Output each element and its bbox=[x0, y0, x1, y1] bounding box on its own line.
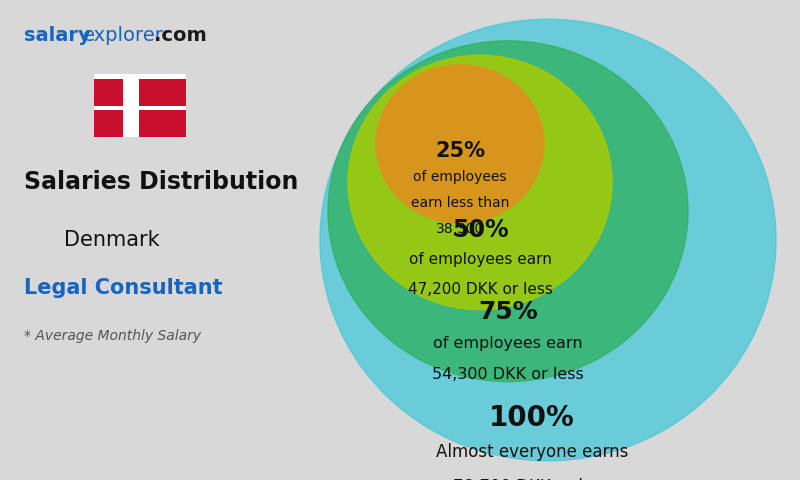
Text: 54,300 DKK or less: 54,300 DKK or less bbox=[432, 367, 584, 382]
Text: salary: salary bbox=[24, 26, 90, 46]
Ellipse shape bbox=[376, 65, 544, 223]
Text: 38,300: 38,300 bbox=[436, 222, 484, 236]
Text: .com: .com bbox=[154, 26, 206, 46]
FancyBboxPatch shape bbox=[139, 110, 186, 137]
Text: of employees earn: of employees earn bbox=[409, 252, 551, 267]
Text: explorer: explorer bbox=[82, 26, 163, 46]
FancyBboxPatch shape bbox=[94, 110, 123, 137]
Text: earn less than: earn less than bbox=[411, 196, 509, 210]
Text: 100%: 100% bbox=[489, 404, 575, 432]
FancyBboxPatch shape bbox=[94, 79, 123, 106]
Text: Denmark: Denmark bbox=[64, 230, 160, 250]
Ellipse shape bbox=[320, 19, 776, 461]
Ellipse shape bbox=[348, 55, 612, 310]
FancyBboxPatch shape bbox=[139, 79, 186, 106]
Text: 50%: 50% bbox=[452, 218, 508, 242]
Text: 25%: 25% bbox=[435, 141, 485, 161]
Text: Legal Consultant: Legal Consultant bbox=[24, 278, 222, 298]
Text: Almost everyone earns: Almost everyone earns bbox=[436, 443, 628, 461]
Text: 75%: 75% bbox=[478, 300, 538, 324]
Text: 78,700 DKK or less: 78,700 DKK or less bbox=[453, 478, 611, 480]
Text: of employees: of employees bbox=[414, 170, 506, 184]
Text: 47,200 DKK or less: 47,200 DKK or less bbox=[407, 282, 553, 297]
FancyBboxPatch shape bbox=[94, 74, 186, 137]
Text: of employees earn: of employees earn bbox=[433, 336, 583, 351]
Text: Salaries Distribution: Salaries Distribution bbox=[24, 170, 298, 194]
Text: * Average Monthly Salary: * Average Monthly Salary bbox=[24, 329, 201, 343]
Ellipse shape bbox=[328, 41, 688, 382]
